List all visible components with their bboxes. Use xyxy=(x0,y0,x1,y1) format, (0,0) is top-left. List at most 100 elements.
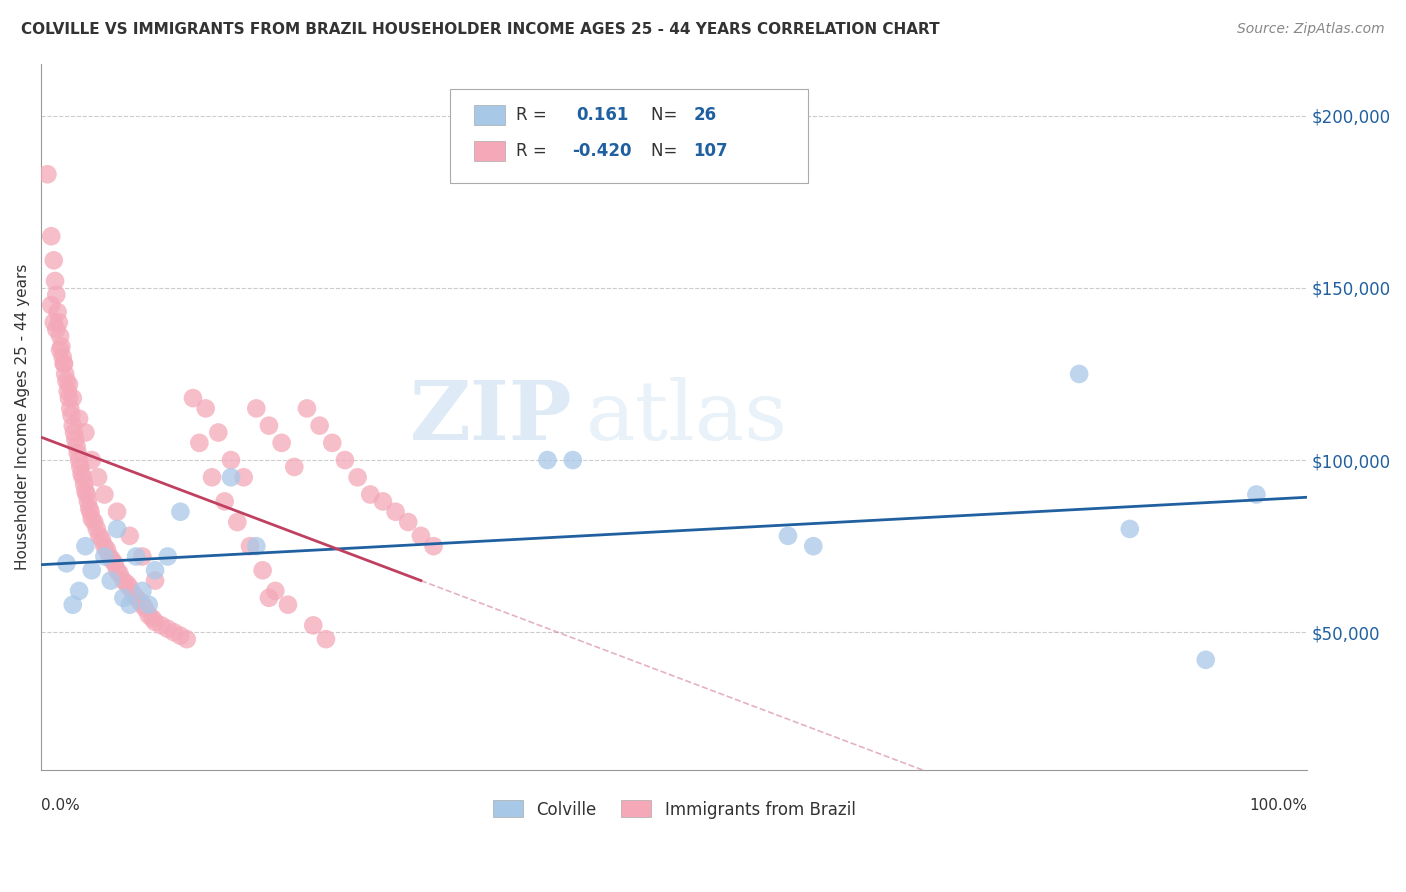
Immigrants from Brazil xyxy=(214,494,236,508)
Immigrants from Brazil xyxy=(49,343,72,357)
Text: R =: R = xyxy=(516,106,553,124)
Text: 0.0%: 0.0% xyxy=(41,798,80,814)
Text: N=: N= xyxy=(651,142,682,160)
Immigrants from Brazil xyxy=(96,542,118,557)
Immigrants from Brazil xyxy=(396,515,419,529)
Colville xyxy=(93,549,115,564)
Immigrants from Brazil xyxy=(118,529,141,543)
Immigrants from Brazil xyxy=(188,435,211,450)
Immigrants from Brazil xyxy=(115,577,138,591)
Colville xyxy=(219,470,242,484)
Colville xyxy=(105,522,128,536)
Colville xyxy=(169,505,191,519)
Immigrants from Brazil xyxy=(89,529,111,543)
Immigrants from Brazil xyxy=(53,367,76,381)
Immigrants from Brazil xyxy=(194,401,217,416)
Colville xyxy=(245,539,267,553)
Immigrants from Brazil xyxy=(302,618,325,632)
Immigrants from Brazil xyxy=(131,549,153,564)
Text: -0.420: -0.420 xyxy=(572,142,631,160)
Immigrants from Brazil xyxy=(69,459,91,474)
Immigrants from Brazil xyxy=(169,629,191,643)
Immigrants from Brazil xyxy=(207,425,229,440)
Immigrants from Brazil xyxy=(277,598,299,612)
Immigrants from Brazil xyxy=(39,298,62,312)
Immigrants from Brazil xyxy=(143,615,166,629)
Immigrants from Brazil xyxy=(62,391,84,405)
Text: ZIP: ZIP xyxy=(411,377,572,457)
Immigrants from Brazil xyxy=(283,459,305,474)
Colville xyxy=(1119,522,1142,536)
Immigrants from Brazil xyxy=(39,229,62,244)
Text: N=: N= xyxy=(651,106,682,124)
Immigrants from Brazil xyxy=(72,470,94,484)
Immigrants from Brazil xyxy=(98,549,121,564)
Immigrants from Brazil xyxy=(62,418,84,433)
Immigrants from Brazil xyxy=(134,601,156,615)
Immigrants from Brazil xyxy=(226,515,249,529)
Colville xyxy=(138,598,160,612)
Immigrants from Brazil xyxy=(143,574,166,588)
Immigrants from Brazil xyxy=(75,484,97,499)
Colville xyxy=(1069,367,1091,381)
Immigrants from Brazil xyxy=(67,453,90,467)
Immigrants from Brazil xyxy=(359,487,381,501)
Immigrants from Brazil xyxy=(128,594,150,608)
Immigrants from Brazil xyxy=(83,515,105,529)
Immigrants from Brazil xyxy=(52,357,75,371)
Text: 107: 107 xyxy=(693,142,728,160)
Immigrants from Brazil xyxy=(108,566,131,581)
Immigrants from Brazil xyxy=(384,505,406,519)
Immigrants from Brazil xyxy=(118,581,141,595)
Immigrants from Brazil xyxy=(42,253,65,268)
Immigrants from Brazil xyxy=(321,435,343,450)
Immigrants from Brazil xyxy=(103,557,125,571)
Immigrants from Brazil xyxy=(51,339,73,353)
Immigrants from Brazil xyxy=(76,487,98,501)
Colville xyxy=(561,453,583,467)
Immigrants from Brazil xyxy=(58,377,80,392)
Immigrants from Brazil xyxy=(371,494,394,508)
Immigrants from Brazil xyxy=(295,401,318,416)
Immigrants from Brazil xyxy=(308,418,330,433)
Colville xyxy=(55,557,77,571)
Immigrants from Brazil xyxy=(56,384,79,399)
Immigrants from Brazil xyxy=(150,618,173,632)
Immigrants from Brazil xyxy=(45,287,67,301)
Immigrants from Brazil xyxy=(37,167,59,181)
Immigrants from Brazil xyxy=(219,453,242,467)
Immigrants from Brazil xyxy=(409,529,432,543)
Text: 100.0%: 100.0% xyxy=(1249,798,1308,814)
Immigrants from Brazil xyxy=(90,533,112,547)
Y-axis label: Householder Income Ages 25 - 44 years: Householder Income Ages 25 - 44 years xyxy=(15,264,30,570)
Immigrants from Brazil xyxy=(73,477,96,491)
Colville xyxy=(776,529,799,543)
Colville xyxy=(143,563,166,577)
Text: R =: R = xyxy=(516,142,553,160)
Colville xyxy=(1195,653,1218,667)
Immigrants from Brazil xyxy=(270,435,292,450)
Immigrants from Brazil xyxy=(49,329,72,343)
Immigrants from Brazil xyxy=(80,511,103,525)
Immigrants from Brazil xyxy=(46,305,69,319)
Immigrants from Brazil xyxy=(63,425,86,440)
Immigrants from Brazil xyxy=(66,446,89,460)
Colville xyxy=(62,598,84,612)
Immigrants from Brazil xyxy=(87,470,110,484)
Immigrants from Brazil xyxy=(55,374,77,388)
Immigrants from Brazil xyxy=(105,563,128,577)
Immigrants from Brazil xyxy=(131,598,153,612)
Immigrants from Brazil xyxy=(77,494,100,508)
Immigrants from Brazil xyxy=(264,583,287,598)
Immigrants from Brazil xyxy=(315,632,337,647)
Colville xyxy=(131,583,153,598)
Immigrants from Brazil xyxy=(52,357,75,371)
Immigrants from Brazil xyxy=(232,470,254,484)
Colville xyxy=(67,583,90,598)
Colville xyxy=(80,563,103,577)
Immigrants from Brazil xyxy=(67,411,90,425)
Immigrants from Brazil xyxy=(58,391,80,405)
Immigrants from Brazil xyxy=(59,401,82,416)
Immigrants from Brazil xyxy=(80,453,103,467)
Immigrants from Brazil xyxy=(125,591,148,605)
